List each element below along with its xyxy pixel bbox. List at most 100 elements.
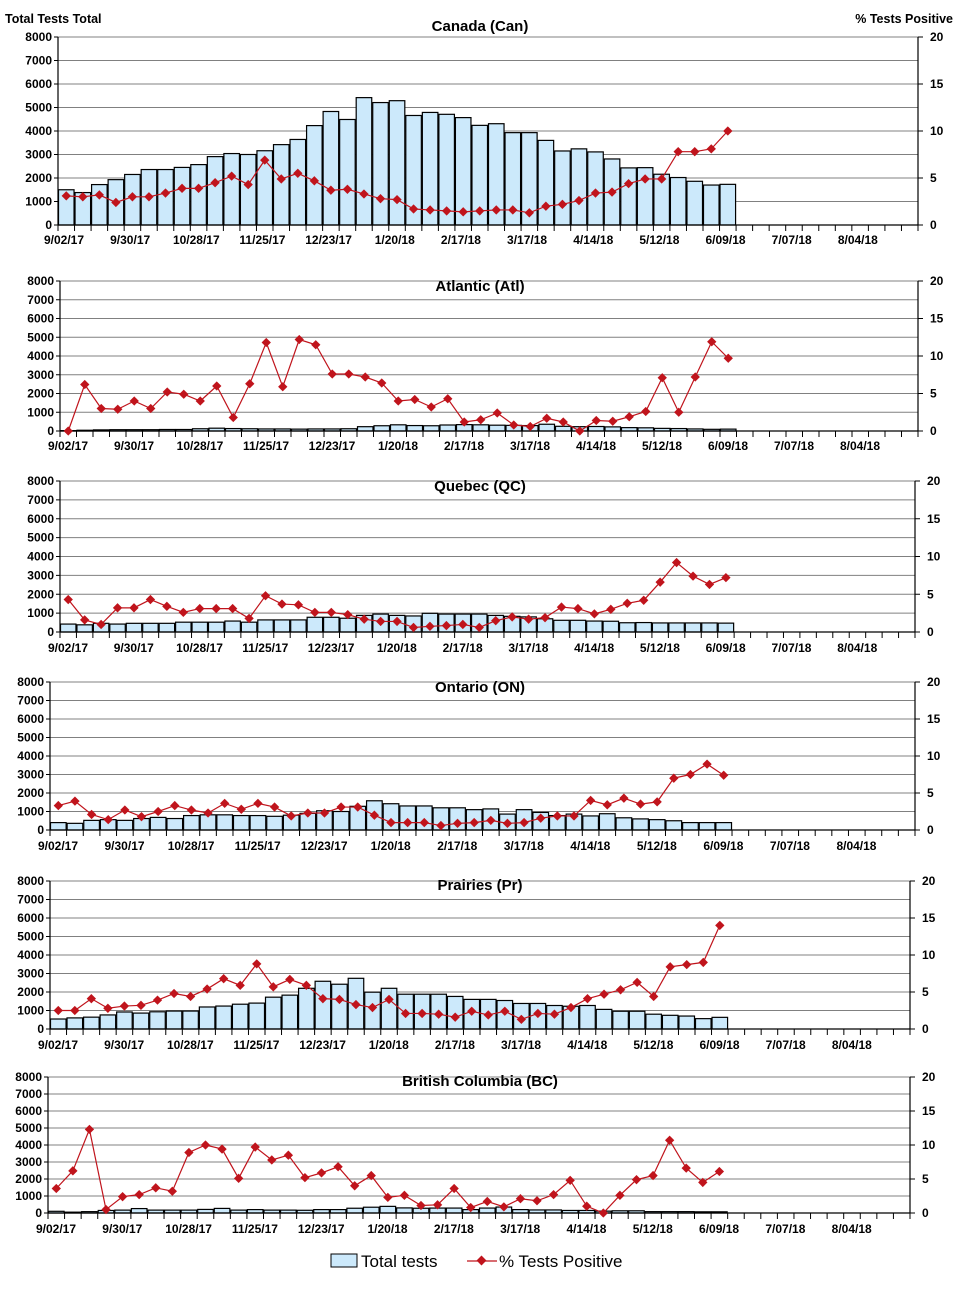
panel-title: Ontario (ON) [435, 679, 525, 696]
point-pct-positive [120, 1001, 129, 1010]
panel-title: British Columbia (BC) [402, 1073, 558, 1090]
point-pct-positive [582, 1202, 591, 1211]
bar-total-tests [332, 984, 348, 1029]
point-pct-positive [573, 604, 582, 613]
x-tick-label: 11/25/17 [233, 1038, 279, 1052]
bar-total-tests [100, 1015, 116, 1029]
point-pct-positive [327, 608, 336, 617]
x-tick-label: 11/25/17 [235, 839, 281, 853]
left-tick-label: 5000 [17, 930, 44, 944]
point-pct-positive [344, 369, 353, 378]
point-pct-positive [285, 975, 294, 984]
bar-total-tests [662, 1015, 678, 1029]
bar-total-tests [117, 820, 133, 830]
bar-total-tests [391, 425, 407, 431]
x-tick-label: 7/07/18 [772, 233, 812, 247]
bar-total-tests [207, 157, 223, 225]
legend-bar-label: Total tests [361, 1252, 438, 1271]
point-pct-positive [361, 372, 370, 381]
left-tick-label: 5000 [27, 330, 54, 344]
left-tick-label: 1000 [15, 1189, 42, 1203]
bar-total-tests [340, 119, 356, 225]
left-tick-label: 7000 [17, 694, 44, 708]
left-tick-label: 3000 [27, 368, 54, 382]
left-tick-label: 2000 [27, 587, 54, 601]
right-tick-label: 5 [930, 387, 937, 401]
right-tick-label: 15 [922, 1104, 936, 1118]
bar-total-tests [126, 623, 141, 632]
point-pct-positive [262, 338, 271, 347]
bar-total-tests [67, 823, 83, 830]
x-tick-label: 6/09/18 [699, 1222, 739, 1236]
left-tick-label: 7000 [27, 493, 54, 507]
x-tick-label: 3/17/18 [500, 1222, 540, 1236]
point-pct-positive [616, 985, 625, 994]
x-tick-label: 1/20/18 [377, 641, 417, 655]
bar-total-tests [117, 1012, 133, 1029]
panel-3: 0100020003000400050006000700080000510152… [17, 675, 940, 853]
right-tick-label: 0 [922, 1206, 929, 1220]
right-tick-label: 10 [922, 1138, 936, 1152]
point-pct-positive [85, 1125, 94, 1134]
x-tick-label: 12/23/17 [301, 839, 348, 853]
point-pct-positive [715, 1167, 724, 1176]
bar-total-tests [699, 823, 715, 830]
right-tick-label: 20 [922, 1070, 936, 1084]
bar-total-tests [473, 425, 489, 431]
bar-total-tests [199, 1007, 215, 1029]
left-tick-label: 2000 [17, 786, 44, 800]
point-pct-positive [705, 580, 714, 589]
point-pct-positive [120, 805, 129, 814]
point-pct-positive [278, 382, 287, 391]
left-tick-label: 6000 [15, 1104, 42, 1118]
panel-title: Canada (Can) [432, 18, 529, 35]
x-tick-label: 12/23/17 [298, 1222, 345, 1236]
left-tick-label: 3000 [27, 568, 54, 582]
left-tick-label: 0 [47, 625, 54, 639]
point-pct-positive [54, 1006, 63, 1015]
point-pct-positive [162, 602, 171, 611]
right-tick-label: 15 [922, 911, 936, 925]
bar-total-tests [274, 145, 290, 225]
bar-total-tests [440, 425, 456, 431]
bar-total-tests [67, 1018, 83, 1029]
bar-total-tests [224, 154, 240, 225]
bar-total-tests [646, 1014, 662, 1029]
right-tick-label: 10 [922, 948, 936, 962]
right-tick-label: 15 [930, 312, 944, 326]
bar-total-tests [363, 1207, 379, 1213]
bar-total-tests [233, 816, 249, 830]
panel-title: Prairies (Pr) [437, 877, 522, 894]
point-pct-positive [153, 807, 162, 816]
left-tick-label: 0 [35, 1206, 42, 1220]
panel-1: 0100020003000400050006000700080000510152… [27, 274, 943, 453]
x-tick-label: 5/12/18 [639, 233, 679, 247]
left-tick-label: 4000 [27, 550, 54, 564]
point-pct-positive [592, 416, 601, 425]
x-tick-label: 6/09/18 [706, 233, 746, 247]
point-pct-positive [674, 408, 683, 417]
x-tick-label: 9/02/17 [36, 1222, 76, 1236]
right-axis-label: % Tests Positive [855, 12, 953, 26]
bar-total-tests [389, 101, 405, 225]
point-pct-positive [187, 805, 196, 814]
bar-total-tests [258, 620, 273, 632]
point-pct-positive [64, 426, 73, 435]
left-tick-label: 0 [37, 823, 44, 837]
bar-total-tests [696, 1019, 712, 1029]
panel-4: 0100020003000400050006000700080000510152… [17, 874, 935, 1052]
point-pct-positive [179, 390, 188, 399]
left-tick-label: 1000 [27, 405, 54, 419]
x-tick-label: 4/14/18 [576, 439, 616, 453]
bar-total-tests [216, 1006, 232, 1029]
right-tick-label: 20 [930, 30, 944, 44]
point-pct-positive [245, 379, 254, 388]
point-pct-positive [317, 1168, 326, 1177]
point-pct-positive [54, 801, 63, 810]
point-pct-positive [228, 604, 237, 613]
x-tick-label: 5/12/18 [633, 1038, 673, 1052]
point-pct-positive [217, 1144, 226, 1153]
point-pct-positive [559, 417, 568, 426]
bar-total-tests [554, 620, 569, 632]
